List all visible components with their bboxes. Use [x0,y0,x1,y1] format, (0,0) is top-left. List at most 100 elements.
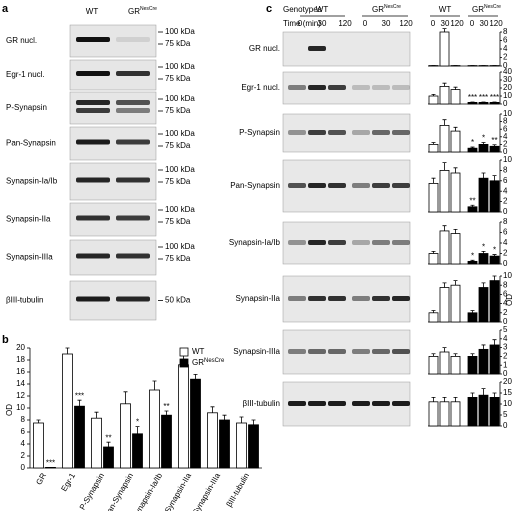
bar [439,31,450,67]
y-tick-label: 4 [503,132,508,141]
bar [478,143,489,153]
bar [74,405,85,469]
blot-band [352,183,370,188]
y-tick-label: 4 [503,186,508,195]
row-label: Egr-1 nucl. [241,83,280,92]
panel-label: a [2,3,9,15]
row-label: Synapsin-IIIa [6,253,53,262]
x-tick-label: Pan-Synapsin [102,472,135,511]
significance: *** [46,459,55,468]
bar [478,394,489,427]
bar [428,401,439,427]
error-bar [470,353,475,357]
blot-band [372,401,390,406]
time-label: Time (min) [283,19,321,28]
time-label: 0 [431,19,436,28]
error-bar [470,392,475,398]
y-tick-label: 8 [21,415,26,424]
time-label: 30 [382,19,391,28]
blot-band [116,139,150,145]
bar [207,412,218,469]
x-tick-label: P-Synapsin [78,472,106,511]
bar [439,86,450,105]
y-tick-label: 0 [503,99,508,108]
error-bar [481,142,486,145]
blot-band [392,240,410,245]
error-bar [442,282,447,288]
panel-label: b [2,334,9,346]
column-header-text: GR [128,7,140,16]
superscript: NesCre [204,358,225,364]
y-tick-label: 8 [503,27,508,36]
marker-label: 50 kDa [165,296,191,305]
genotype: WT [439,5,452,14]
blot-band [352,240,370,245]
error-bar [442,225,447,231]
marker-label: 100 kDa [165,205,195,214]
error-bar [492,275,497,281]
error-bar [453,126,458,132]
error-bar [431,353,436,357]
blot-band [372,349,390,354]
blot-band [288,85,306,90]
y-tick-label: 4 [503,44,508,53]
bar [439,125,450,153]
blot-band [308,130,326,135]
bar [428,143,439,153]
row-label: P-Synapsin [6,103,47,112]
error-bar [442,347,447,352]
bar [450,355,461,375]
error-bar [442,162,447,171]
blot-band [116,177,150,183]
legend-swatch [179,347,189,357]
error-bar [492,254,497,257]
time-label: 30 [318,19,327,28]
error-bar [492,339,497,345]
significance: ** [491,136,497,145]
blot-band [116,215,150,221]
blot-band [308,85,326,90]
y-tick-label: 2 [21,451,26,460]
bar [478,177,489,213]
time-label: 120 [338,19,352,28]
row-label: Synapsin-IIIa [233,347,280,356]
error-bar [251,419,256,425]
blot-band [352,130,370,135]
time-label: 30 [480,19,489,28]
blot-band [392,130,410,135]
time-label: 0 [298,19,303,28]
blot-band [392,401,410,406]
blot-band [76,296,110,302]
error-bar [453,353,458,357]
row-label: βIII-tubulin [6,296,44,305]
error-bar [94,411,99,419]
blot-band [76,215,110,221]
y-tick-label: 6 [503,228,508,237]
blot-band [116,71,150,76]
time-label: 120 [489,19,503,28]
blot-band [76,71,110,76]
error-bar [65,347,70,354]
y-tick-label: 0 [503,259,508,268]
y-tick-label: 40 [503,67,512,76]
row-label: Synapsin-Ia/Ib [229,238,281,247]
y-tick-label: 4 [21,439,26,448]
genotype: GRNesCre [472,4,501,14]
blot-band [288,296,306,301]
legend-label: GRNesCre [192,358,225,368]
error-bar [481,388,486,396]
y-axis-label: OD [5,404,14,416]
y-tick-label: 10 [503,91,512,100]
marker-label: 75 kDa [165,177,191,186]
blot-band [76,177,110,183]
bar [439,169,450,213]
blot-band [328,349,346,354]
bar [103,446,114,469]
y-tick-label: 8 [503,280,508,289]
bar [428,182,439,213]
y-tick-label: 30 [503,75,512,84]
y-tick-label: 2 [503,308,508,317]
significance: * [493,246,496,255]
row-label: Pan-Synapsin [230,181,280,190]
blot-band [288,240,306,245]
